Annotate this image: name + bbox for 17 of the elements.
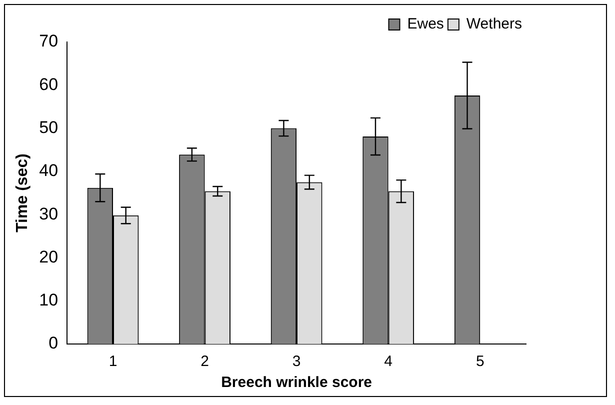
legend-label: Ewes <box>407 16 444 33</box>
y-tick-label: 10 <box>39 290 58 310</box>
x-axis-title: Breech wrinkle score <box>221 374 372 392</box>
y-tick-label: 20 <box>39 247 58 266</box>
x-tick-label: 4 <box>384 353 393 370</box>
x-tick-label: 3 <box>292 353 301 370</box>
y-tick-label: 30 <box>39 204 58 224</box>
x-tick-label: 2 <box>200 353 209 370</box>
y-axis-title: Time (sec) <box>14 154 32 232</box>
x-tick-label: 1 <box>108 353 118 370</box>
legend-label: Wethers <box>466 16 522 33</box>
y-tick-label: 70 <box>39 32 58 51</box>
y-tick-label: 40 <box>39 161 58 180</box>
y-tick-label: 50 <box>39 118 58 137</box>
y-tick-label: 60 <box>39 74 58 94</box>
x-tick-label: 5 <box>476 353 484 370</box>
y-tick-label: 0 <box>48 334 58 353</box>
